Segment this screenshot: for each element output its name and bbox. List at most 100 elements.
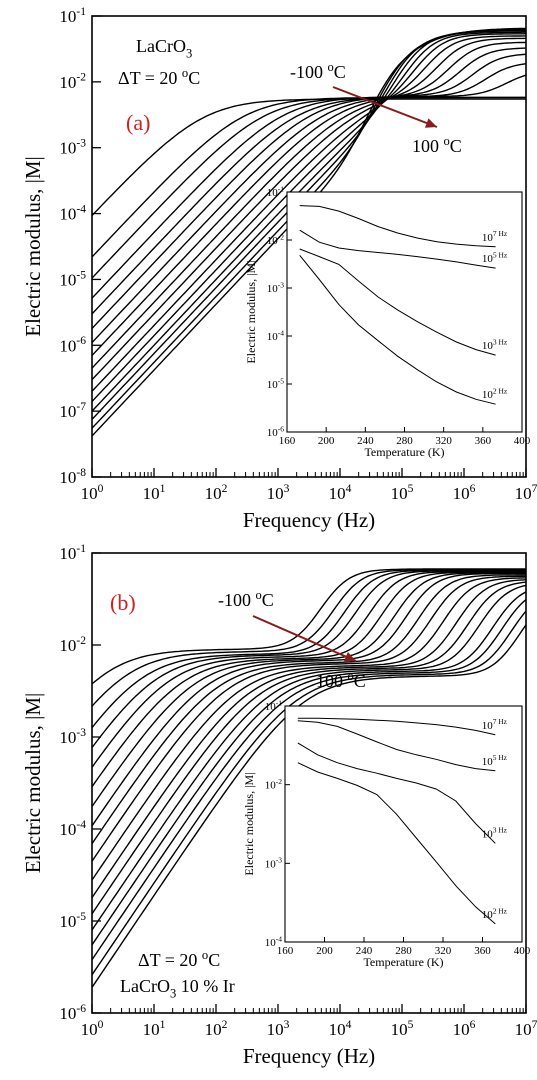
x-tick-label: 104 <box>329 482 352 503</box>
temperature-arrow-head <box>343 652 356 662</box>
plot-frame <box>91 552 527 1014</box>
inset-x-tick-label: 360 <box>475 435 492 447</box>
inset-x-tick-label: 280 <box>396 435 413 447</box>
inset-series-label: 103 Hz <box>482 337 508 352</box>
inset-series-label: 107 Hz <box>482 229 508 244</box>
x-tick-label: 100 <box>81 1018 104 1039</box>
y-tick-label: 10-3 <box>59 137 86 158</box>
inset-x-tick-label: 160 <box>277 945 294 957</box>
inset-y-tick-label: 10-4 <box>267 328 284 343</box>
temperature-arrow <box>332 86 438 128</box>
end-temp-label: 100 oC <box>412 134 462 156</box>
delta-t-label: ΔT = 20 oC <box>118 66 200 88</box>
curve-14 <box>92 584 526 931</box>
x-tick-label: 107 <box>515 1018 537 1039</box>
inset-x-tick-label: 280 <box>395 945 412 957</box>
x-tick-label: 105 <box>391 482 414 503</box>
curve-17 <box>92 610 526 976</box>
curves <box>92 568 526 988</box>
inset-series-line <box>297 717 496 736</box>
curve-12 <box>92 31 526 402</box>
delta-t-label: ΔT = 20 oC <box>138 948 220 970</box>
y-axis-label: Electric modulus, |M| <box>21 693 45 873</box>
inset-x-tick-label: 400 <box>514 945 531 957</box>
inset-y-tick-label: 10-6 <box>267 424 284 439</box>
y-tick-label: 10-6 <box>59 1002 86 1023</box>
inset-series-line <box>297 762 496 925</box>
start-temp-label: -100 oC <box>290 60 346 82</box>
y-tick-label: 10-1 <box>59 542 86 563</box>
x-tick-label: 107 <box>515 482 537 503</box>
curves <box>92 27 526 437</box>
panel-label: (b) <box>110 590 136 615</box>
inset-x-axis-label: Temperature (K) <box>363 955 443 969</box>
y-tick-label: 10-2 <box>59 71 86 92</box>
inset-series-label: 102 Hz <box>482 906 508 921</box>
inset-a: 107 Hz 105 Hz 103 Hz 102 Hz 160 200 240 280 320 3… <box>244 184 531 459</box>
y-tick-label: 10-3 <box>59 726 86 747</box>
inset-x-tick-label: 400 <box>514 435 531 447</box>
panel-label: (a) <box>126 110 150 135</box>
inset-x-tick-label: 360 <box>474 945 491 957</box>
inset-x-tick-label: 240 <box>357 435 374 447</box>
inset-y-tick-label: 10-2 <box>265 777 282 792</box>
x-tick-label: 102 <box>205 1018 228 1039</box>
curve-6 <box>92 571 526 788</box>
curve-16 <box>92 599 526 961</box>
panel-a: 100 101 102 103 104 105 106 107 10-8 10-7 10-6 10-5… <box>21 5 537 532</box>
x-tick-label: 102 <box>205 482 228 503</box>
x-tick-label: 105 <box>391 1018 414 1039</box>
plot-frame <box>91 15 527 478</box>
curve-18 <box>92 624 526 988</box>
y-axis-label: Electric modulus, |M| <box>21 156 45 336</box>
temperature-arrow-head <box>424 118 437 128</box>
curve-9 <box>92 37 526 369</box>
inset-x-tick-label: 240 <box>356 945 373 957</box>
curve-5 <box>92 570 526 768</box>
y-tick-label: 10-4 <box>59 202 86 223</box>
inset-b: 107 Hz 105 Hz 103 Hz 102 Hz 160 200 240 280 320 3… <box>242 698 531 969</box>
curve-13 <box>92 581 526 915</box>
curve-12 <box>92 579 526 898</box>
x-tick-label: 103 <box>267 1018 290 1039</box>
inset-series-label: 103 Hz <box>482 826 508 841</box>
x-axis-label: Frequency (Hz) <box>243 1044 375 1068</box>
temperature-arrow <box>252 615 357 662</box>
curve-8 <box>92 41 526 356</box>
inset-series-line <box>297 742 496 844</box>
inset-y-tick-label: 10-2 <box>267 232 284 247</box>
inset-series-label: 105 Hz <box>482 753 508 768</box>
material-label: LaCrO3 10 % Ir <box>120 976 235 1000</box>
curve-2 <box>92 568 526 707</box>
curve-11 <box>92 33 526 392</box>
curve-4 <box>92 74 526 299</box>
x-tick-label: 100 <box>81 482 104 503</box>
inset-y-tick-label: 10-1 <box>267 184 284 199</box>
inset-y-tick-label: 10-1 <box>265 698 282 713</box>
inset-x-tick-label: 200 <box>316 945 333 957</box>
curve-6 <box>92 53 526 329</box>
y-tick-label: 10-2 <box>59 634 86 655</box>
y-tick-label: 10-5 <box>59 268 86 289</box>
end-temp-label: 100 oC <box>316 669 366 691</box>
inset-x-tick-label: 320 <box>435 945 452 957</box>
curve-5 <box>92 63 526 315</box>
inset-series-label: 102 Hz <box>482 387 508 402</box>
inset-series-line <box>299 254 496 405</box>
inset-y-tick-label: 10-3 <box>265 856 282 871</box>
inset-series-line <box>299 248 496 356</box>
inset-series-line <box>299 229 496 269</box>
inset-y-axis-label: Electric modulus, |M| <box>244 260 258 363</box>
inset-frame <box>284 705 523 943</box>
y-tick-label: 10-7 <box>59 400 86 421</box>
inset-x-axis-label: Temperature (K) <box>364 445 444 459</box>
y-tick-label: 10-4 <box>59 818 86 839</box>
inset-series-label: 105 Hz <box>482 250 508 265</box>
curve-11 <box>92 577 526 881</box>
inset-y-tick-label: 10-5 <box>267 376 284 391</box>
curve-10 <box>92 575 526 862</box>
inset-series-line <box>299 205 496 248</box>
y-tick-label: 10-5 <box>59 910 86 931</box>
inset-series-label: 107 Hz <box>482 717 508 732</box>
